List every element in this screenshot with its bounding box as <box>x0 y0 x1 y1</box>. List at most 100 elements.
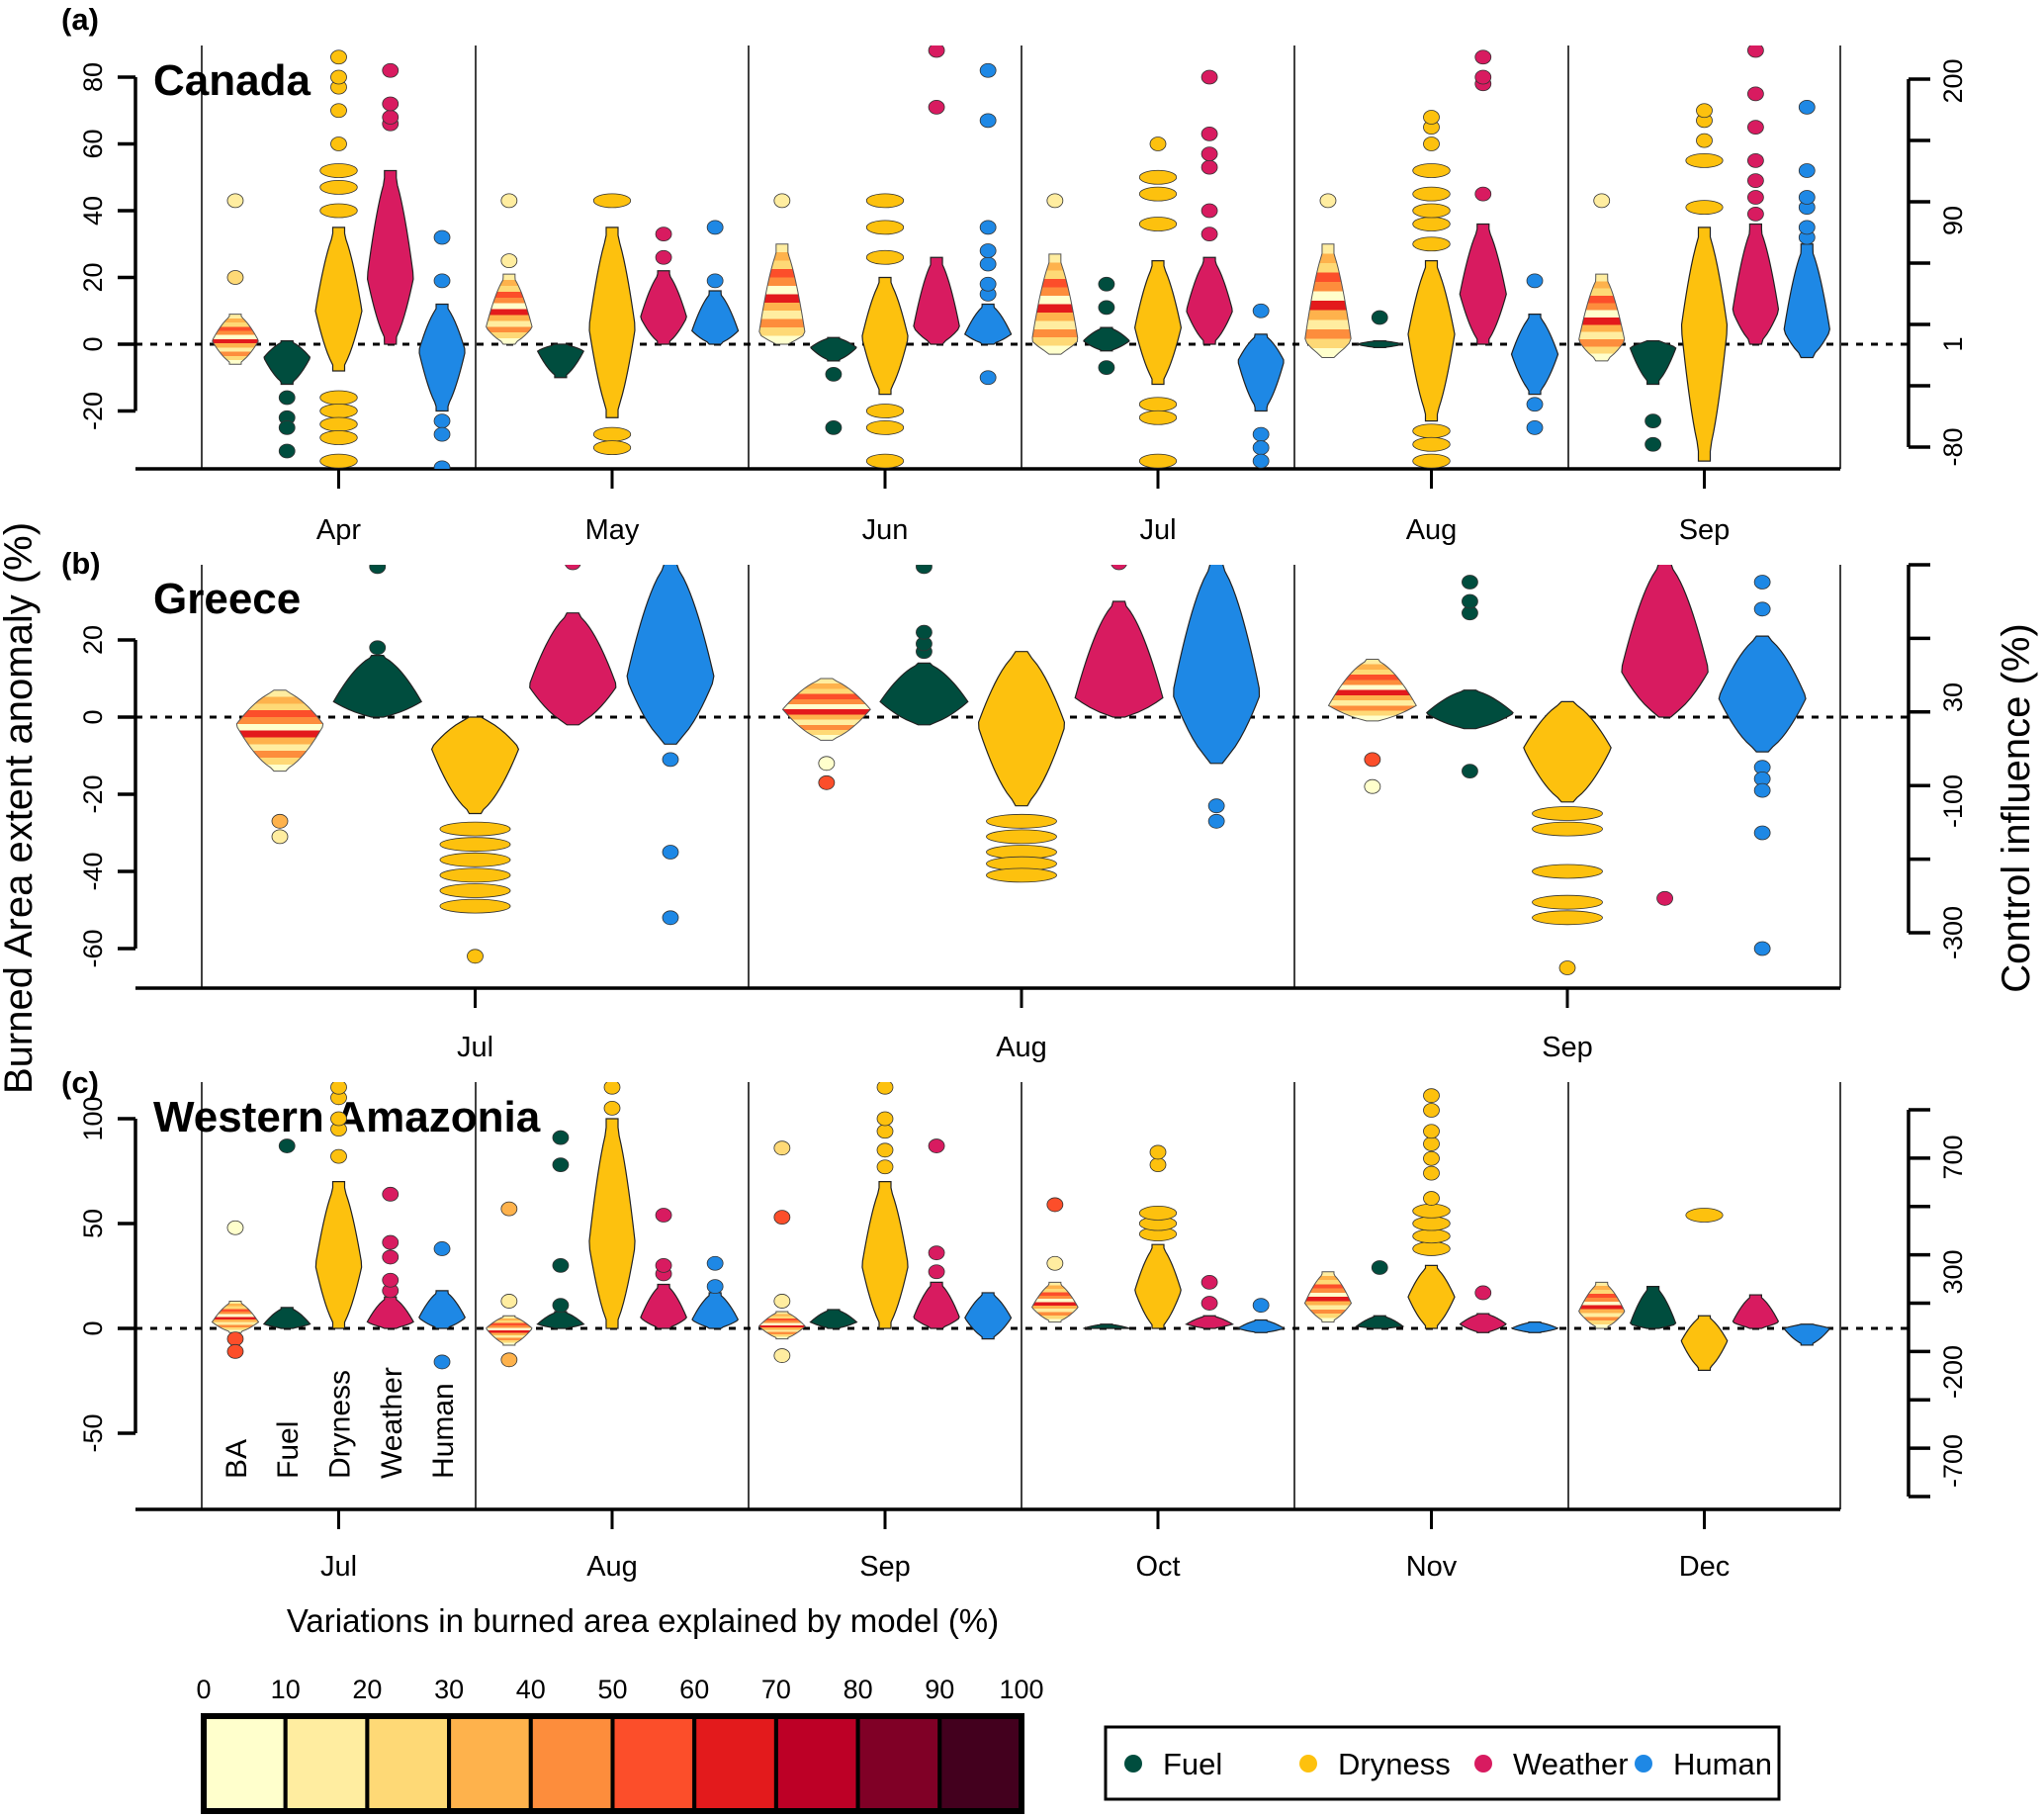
outlier-point <box>1696 103 1713 119</box>
outlier-point <box>1753 601 1771 617</box>
violin-fuel-sep <box>809 1309 858 1329</box>
legend-item-weather: Weather <box>1474 1747 1629 1781</box>
outlier-point <box>319 179 358 195</box>
outlier-point <box>1532 806 1603 821</box>
outlier-point <box>865 404 905 418</box>
panel-greece: Jul Aug Sep -60 -40 -20 0 20 -300 -100 30 (b) Greece <box>61 546 1968 1063</box>
colorbar-tick-label: 70 <box>761 1675 791 1704</box>
outlier-point <box>825 366 843 382</box>
month-label: Jul <box>457 1032 493 1063</box>
outlier-point <box>439 821 511 837</box>
violin-dryness-sep <box>1523 700 1612 975</box>
colorbar-tick-label: 30 <box>434 1675 464 1704</box>
outlier-point <box>1111 565 1127 571</box>
violin-body <box>1031 253 1079 355</box>
outlier-point <box>706 1279 724 1294</box>
outlier-point <box>986 867 1057 883</box>
outlier-point <box>1746 173 1764 189</box>
violin-fuel-jun <box>810 336 857 435</box>
violin-ba-nov <box>1303 1271 1353 1323</box>
violin-human-apr <box>418 229 466 469</box>
outlier-point <box>979 243 997 258</box>
month-label: Jul <box>1139 514 1176 546</box>
violin-fuel-jul <box>1083 276 1130 376</box>
violin-fuel-aug <box>536 1130 585 1329</box>
colorbar-swatch <box>855 1714 942 1813</box>
outlier-point <box>1412 1228 1451 1244</box>
violin-body <box>964 1292 1013 1340</box>
legend-marker <box>1299 1755 1317 1773</box>
outlier-point <box>865 419 905 435</box>
outlier-point <box>1149 1144 1167 1160</box>
violin-human-may <box>691 220 740 345</box>
colorbar-swatch <box>937 1714 1023 1813</box>
outlier-point <box>278 390 296 406</box>
legend-marker <box>1635 1755 1652 1773</box>
panels: Apr May Jun Jul Aug Sep-20020406080-80190200(… <box>61 2 1968 1583</box>
outlier-point <box>979 276 997 292</box>
outlier-point <box>655 249 672 265</box>
violin-body <box>757 1311 806 1340</box>
outlier-point <box>655 1258 672 1273</box>
outlier-point <box>565 565 581 571</box>
month-label: Aug <box>586 1551 638 1583</box>
outlier-point <box>655 1208 672 1223</box>
outlier-point <box>1138 1206 1178 1221</box>
outlier-point <box>1138 186 1178 202</box>
month-label: Jun <box>862 514 909 546</box>
outlier-point <box>433 273 451 289</box>
violin-body <box>314 227 363 372</box>
violin-fuel-aug <box>1356 310 1403 348</box>
violin-ba-dec <box>1578 1281 1626 1329</box>
outlier-point <box>979 113 997 129</box>
violin-fuel-nov <box>1355 1260 1405 1329</box>
outlier-point <box>1462 575 1478 590</box>
outlier-point <box>1252 440 1270 456</box>
outlier-point <box>278 1138 296 1153</box>
violin-human-jun <box>963 62 1013 386</box>
violin-ba-aug <box>1304 193 1352 358</box>
colorbar-tick-label: 40 <box>516 1675 546 1704</box>
outlier-point <box>1098 360 1115 376</box>
violin-body <box>640 270 687 345</box>
outlier-point <box>1526 397 1544 412</box>
outlier-point <box>278 419 296 435</box>
month-label: May <box>585 514 640 546</box>
legend-label: Human <box>1673 1747 1772 1781</box>
outlier-point <box>592 426 632 442</box>
outlier-point <box>1685 200 1724 216</box>
outlier-point <box>500 1352 518 1368</box>
month-label: Apr <box>316 514 361 546</box>
outlier-point <box>1746 152 1764 168</box>
violin-body <box>1783 243 1830 359</box>
outlier-point <box>1423 1165 1440 1181</box>
violin-dryness-jul <box>430 716 520 964</box>
outlier-point <box>1200 159 1218 175</box>
violin-human-aug <box>691 1255 740 1329</box>
outlier-point <box>865 193 905 209</box>
outlier-point <box>928 1264 945 1280</box>
violin-body <box>1510 314 1559 396</box>
month-label: Dec <box>1679 1551 1731 1583</box>
outlier-point <box>1252 453 1270 469</box>
outlier-point <box>1200 227 1218 242</box>
outlier-point <box>706 220 724 235</box>
violin-body <box>861 1181 909 1329</box>
y-tick-label: -20 <box>78 774 108 813</box>
violin-weather-nov <box>1459 1285 1507 1333</box>
colorbar-swatch <box>528 1714 615 1813</box>
outlier-point <box>319 453 358 469</box>
violin-dryness-sep <box>1680 103 1729 462</box>
violin-body <box>1407 1264 1456 1329</box>
violin-fuel-sep <box>1426 575 1514 778</box>
outlier-point <box>1685 152 1724 168</box>
outlier-point <box>1753 941 1771 956</box>
right-tick-label: -200 <box>1938 1345 1968 1399</box>
violin-body <box>758 243 806 345</box>
y-axis-title-right: Control influence (%) <box>1995 623 2038 993</box>
outlier-point <box>1207 798 1225 814</box>
outlier-point <box>916 565 933 575</box>
outlier-point <box>1412 236 1451 252</box>
outlier-point <box>1200 1274 1218 1290</box>
